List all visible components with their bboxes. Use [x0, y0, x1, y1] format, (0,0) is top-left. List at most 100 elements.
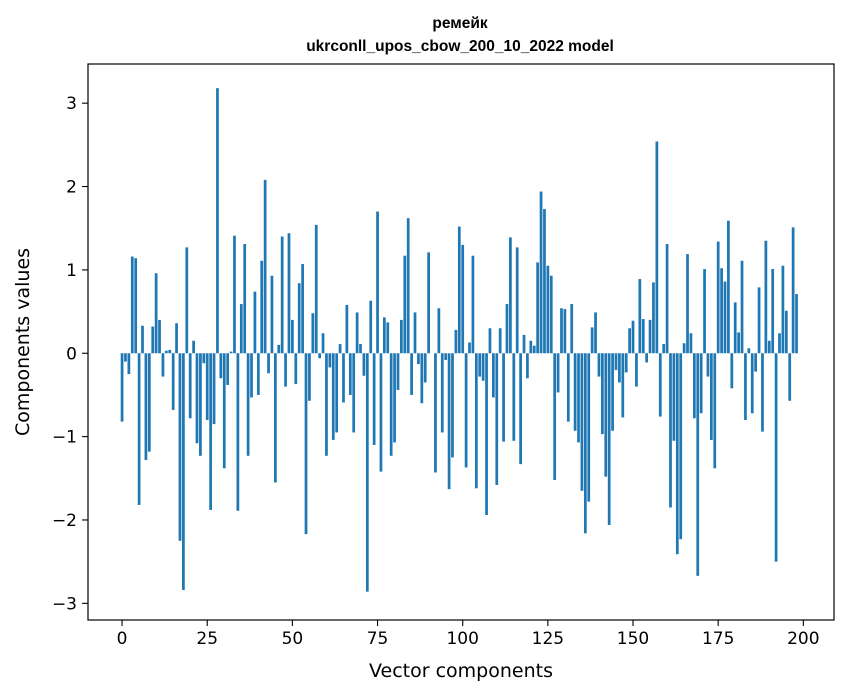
- bar-71: [362, 353, 366, 376]
- bar-28: [216, 88, 219, 354]
- bar-146: [618, 353, 621, 383]
- bar-150: [631, 320, 635, 354]
- bar-89: [423, 353, 427, 383]
- bar-170: [699, 353, 703, 414]
- x-tick-label: 100: [446, 629, 478, 649]
- bar-178: [727, 220, 730, 354]
- bar-151: [635, 353, 638, 387]
- bar-131: [566, 353, 570, 422]
- bar-103: [471, 255, 475, 354]
- bar-42: [263, 179, 267, 354]
- bar-119: [526, 353, 529, 379]
- bar-153: [641, 319, 645, 354]
- bar-107: [485, 353, 488, 515]
- bar-series: [120, 88, 798, 592]
- bar-160: [665, 244, 669, 354]
- bar-130: [563, 309, 567, 354]
- bar-83: [403, 255, 407, 354]
- bar-185: [750, 353, 754, 414]
- bar-174: [713, 353, 717, 469]
- bar-65: [342, 353, 345, 403]
- bar-164: [679, 353, 683, 540]
- bar-20: [188, 353, 192, 419]
- bar-41: [260, 260, 264, 354]
- bar-137: [587, 353, 591, 502]
- bar-152: [638, 279, 642, 354]
- bar-64: [338, 344, 342, 354]
- bar-127: [553, 353, 557, 480]
- bar-14: [168, 349, 172, 354]
- bar-0: [120, 353, 124, 422]
- bar-187: [757, 287, 761, 354]
- bar-77: [382, 317, 386, 354]
- x-tick-label: 200: [787, 629, 819, 649]
- bar-70: [359, 344, 362, 354]
- bar-133: [573, 353, 577, 431]
- bar-117: [519, 353, 522, 465]
- bar-68: [352, 353, 356, 433]
- bar-177: [723, 281, 727, 354]
- bar-162: [672, 353, 676, 441]
- bar-32: [229, 351, 233, 354]
- bar-148: [624, 353, 628, 373]
- plot-area-frame: [87, 63, 835, 621]
- bar-125: [546, 265, 550, 354]
- bar-69: [355, 312, 359, 354]
- x-axis-ticks: 0 25 50 75 100 125 150 175 200: [117, 620, 820, 649]
- chart-title-line-1: ремейк: [432, 15, 487, 32]
- bar-7: [144, 353, 148, 460]
- bar-47: [280, 236, 284, 354]
- bar-183: [744, 353, 747, 420]
- bar-52: [297, 283, 301, 354]
- bar-101: [464, 353, 468, 468]
- bar-13: [164, 350, 168, 354]
- x-tick-label: 0: [117, 629, 128, 649]
- bar-50: [291, 319, 294, 354]
- bar-62: [331, 353, 335, 440]
- bar-118: [522, 334, 526, 354]
- bar-59: [321, 333, 325, 354]
- bar-179: [730, 353, 734, 389]
- bar-100: [461, 244, 465, 354]
- bar-169: [696, 353, 700, 576]
- bar-155: [648, 319, 652, 354]
- bar-105: [478, 353, 482, 377]
- bar-142: [604, 353, 608, 477]
- bar-56: [311, 313, 315, 354]
- bar-111: [498, 328, 502, 354]
- bar-99: [457, 226, 461, 354]
- bar-48: [284, 353, 287, 387]
- bar-144: [611, 353, 614, 431]
- bar-104: [474, 353, 478, 489]
- bar-145: [614, 353, 618, 370]
- bar-2: [127, 353, 131, 375]
- bar-30: [222, 353, 226, 469]
- bar-76: [379, 353, 383, 472]
- bar-108: [488, 328, 492, 354]
- bar-3: [130, 256, 134, 354]
- bar-134: [577, 353, 580, 443]
- bar-86: [413, 312, 417, 354]
- bar-60: [325, 353, 328, 456]
- bar-1: [124, 353, 127, 362]
- bar-19: [185, 247, 189, 354]
- bar-109: [492, 353, 495, 398]
- bar-168: [692, 353, 696, 419]
- bar-66: [345, 304, 349, 354]
- bar-93: [437, 308, 441, 354]
- bar-46: [277, 344, 281, 354]
- x-tick-label: 50: [282, 629, 304, 649]
- bar-22: [195, 353, 199, 444]
- bar-110: [495, 353, 499, 485]
- bar-190: [767, 340, 771, 354]
- y-tick-label: 0: [66, 344, 77, 364]
- bar-9: [151, 326, 155, 354]
- y-axis-label: Components values: [12, 248, 34, 436]
- bar-156: [652, 282, 655, 354]
- bar-27: [212, 353, 216, 425]
- bar-188: [761, 353, 764, 432]
- bar-167: [689, 333, 693, 354]
- bar-121: [532, 345, 536, 354]
- bar-132: [570, 304, 574, 354]
- bar-139: [594, 312, 597, 354]
